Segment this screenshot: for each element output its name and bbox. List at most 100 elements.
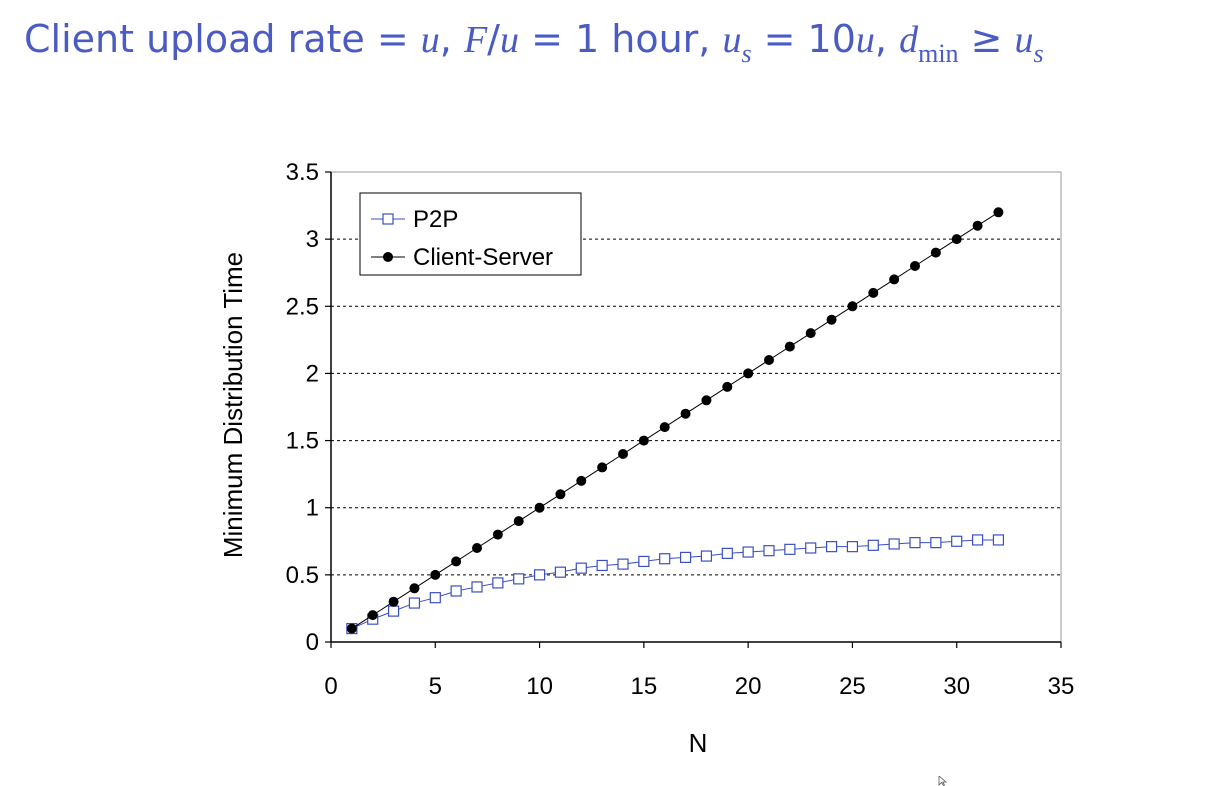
- client-server-point: [409, 583, 420, 594]
- y-tick-label: 3.5: [286, 159, 319, 186]
- series-p2p: [346, 534, 1005, 635]
- p2p-point: [554, 566, 567, 578]
- client-server-point: [826, 314, 837, 325]
- grid-lines: [331, 238, 1061, 576]
- client-server-point: [513, 516, 524, 527]
- p2p-point: [846, 541, 859, 553]
- title-var-u: u: [420, 19, 440, 61]
- client-server-point: [388, 596, 399, 607]
- title-var-us: us: [1014, 19, 1044, 68]
- y-tick-label: 2: [306, 360, 319, 387]
- client-server-point: [346, 623, 357, 634]
- x-tick-label: 15: [631, 673, 658, 700]
- client-server-point: [472, 543, 482, 553]
- legend-p2p-marker: [382, 213, 394, 225]
- p2p-point: [617, 558, 629, 570]
- x-tick-label: 10: [526, 673, 553, 700]
- title-var-d: d: [899, 19, 919, 61]
- title-subscript-min: min: [918, 39, 959, 68]
- client-server-point: [868, 287, 879, 298]
- client-server-point: [492, 529, 503, 540]
- p2p-point: [679, 551, 692, 564]
- client-server-point: [910, 261, 920, 271]
- title-var-dmin: dmin: [899, 19, 958, 68]
- legend-p2p-label: P2P: [413, 206, 458, 233]
- title-hour: = 1 hour,: [518, 17, 723, 61]
- title-slash: /: [487, 17, 500, 61]
- x-tick-label: 20: [735, 673, 762, 700]
- client-server-point: [638, 435, 649, 446]
- x-tick-label: 30: [943, 673, 970, 700]
- client-server-point: [743, 368, 754, 379]
- p2p-point: [784, 543, 796, 555]
- slide-title: Client upload rate = u, F/u = 1 hour, us…: [24, 14, 1044, 79]
- client-server-point: [430, 569, 441, 580]
- title-var-u: u: [1014, 19, 1034, 61]
- p2p-point: [659, 553, 671, 565]
- p2p-point: [951, 535, 963, 547]
- p2p-point: [387, 605, 400, 617]
- client-server-point: [534, 502, 545, 513]
- p2p-point: [700, 550, 713, 562]
- title-geq: ≥: [958, 17, 1015, 61]
- title-var-u: u: [722, 19, 742, 61]
- y-axis-title: Minimum Distribution Time: [218, 252, 248, 558]
- p2p-point: [888, 538, 900, 550]
- legend: P2P Client-Server: [359, 192, 582, 276]
- client-server-point: [555, 489, 566, 500]
- client-server-point: [805, 328, 816, 339]
- p2p-point: [513, 573, 525, 585]
- p2p-point: [492, 577, 504, 589]
- y-tick-label: 2.5: [286, 293, 319, 320]
- p2p-point: [429, 592, 441, 604]
- p2p-point: [867, 539, 879, 551]
- client-server-point: [701, 395, 712, 406]
- p2p-point: [825, 541, 838, 553]
- y-tick-label: 3: [306, 226, 319, 253]
- p2p-point: [596, 559, 608, 572]
- client-server-point: [722, 381, 733, 392]
- client-server-point: [972, 220, 983, 231]
- p2p-point: [992, 534, 1005, 546]
- client-server-point: [451, 556, 462, 567]
- client-server-point: [764, 355, 774, 365]
- p2p-point: [450, 585, 462, 597]
- series-p2p-line: [351, 539, 999, 630]
- title-eq10: = 10: [751, 17, 856, 61]
- p2p-point: [408, 597, 421, 609]
- mouse-cursor-icon: [938, 776, 948, 786]
- client-server-point: [367, 610, 378, 621]
- client-server-point: [930, 247, 941, 258]
- axes: [330, 172, 1061, 643]
- y-tick-label: 1.5: [286, 428, 319, 455]
- client-server-point: [680, 408, 691, 419]
- x-tick-label: 0: [324, 673, 337, 700]
- client-server-point: [784, 341, 795, 352]
- client-server-point: [659, 422, 670, 433]
- title-var-F: F: [463, 19, 488, 61]
- client-server-point: [576, 475, 587, 486]
- title-var-u: u: [855, 19, 875, 61]
- y-tick-label: 0: [306, 629, 319, 656]
- title-var-us: us: [722, 19, 751, 68]
- client-server-point: [597, 462, 608, 473]
- legend-client-server-label: Client-Server: [413, 244, 553, 271]
- x-axis-title: N: [689, 728, 708, 758]
- title-prefix: Client upload rate =: [24, 17, 421, 61]
- p2p-point: [805, 542, 817, 554]
- x-tick-label: 25: [839, 673, 866, 700]
- legend-client-server-marker: [383, 252, 393, 262]
- y-tick-label: 1: [306, 495, 319, 522]
- title-var-u: u: [499, 19, 519, 61]
- legend-box: [359, 192, 582, 276]
- p2p-point: [763, 545, 775, 557]
- p2p-point: [533, 569, 546, 581]
- client-server-point: [951, 234, 962, 245]
- client-server-point: [993, 207, 1004, 218]
- client-server-point: [889, 274, 900, 285]
- series-client-server: [346, 207, 1004, 634]
- p2p-point: [471, 581, 483, 593]
- x-tick-label: 5: [429, 673, 442, 700]
- title-sep: ,: [874, 17, 900, 61]
